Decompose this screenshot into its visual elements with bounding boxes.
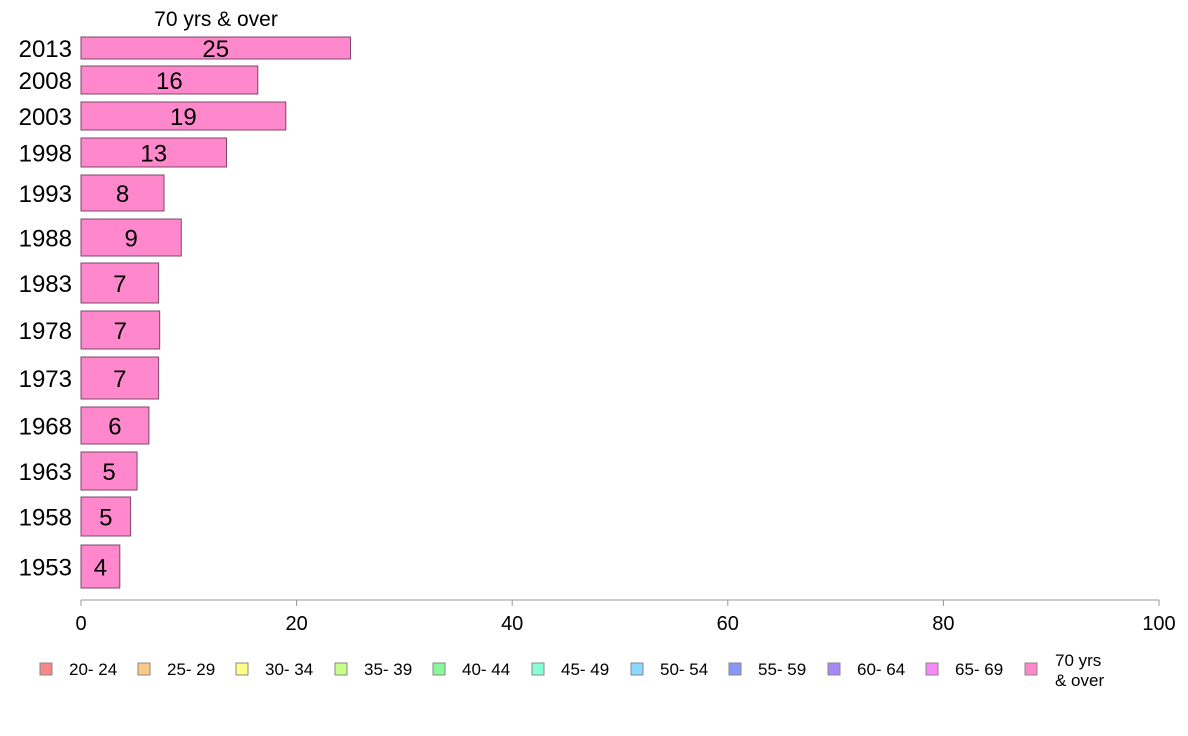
- bar: [80, 310, 161, 350]
- x-axis: 0 20 40 60 80 100: [75, 599, 1176, 635]
- legend-swatch: [630, 662, 644, 676]
- bar-value-label: 5: [99, 505, 112, 532]
- y-tick-label: 1953: [19, 555, 72, 582]
- bar-value-label: 4: [94, 555, 107, 582]
- bar: [80, 451, 138, 491]
- x-tick-label: 0: [75, 613, 86, 635]
- x-tick-label: 40: [501, 613, 523, 635]
- legend-swatch: [925, 662, 939, 676]
- bars-group: 2013 25 2008 16 2003 19 1998 13 1993 8 1988 9 1983 7 1…: [19, 36, 351, 589]
- bar-value-label: 25: [202, 36, 229, 63]
- bar: [80, 218, 182, 257]
- legend: 20- 24 25- 29 30- 34 35- 39 40- 44 45- 49 50- …: [39, 651, 1104, 690]
- legend-label: 50- 54: [660, 660, 708, 679]
- legend-label: 20- 24: [69, 660, 117, 679]
- legend-label: 65- 69: [955, 660, 1003, 679]
- bar-value-label: 5: [102, 459, 115, 486]
- bar: [80, 406, 150, 445]
- legend-swatch: [137, 662, 151, 676]
- legend-swatch: [334, 662, 348, 676]
- bar: [80, 544, 121, 589]
- legend-swatch: [728, 662, 742, 676]
- bar: [80, 174, 165, 212]
- legend-label: 30- 34: [265, 660, 313, 679]
- bar-value-label: 19: [170, 104, 197, 131]
- legend-swatch: [1024, 662, 1038, 676]
- bar-value-label: 8: [116, 181, 129, 208]
- bar-value-label: 7: [113, 366, 126, 393]
- bar-value-label: 9: [124, 226, 137, 253]
- bar: [80, 137, 228, 168]
- bar-value-label: 7: [114, 318, 127, 345]
- x-tick-label: 20: [285, 613, 307, 635]
- y-tick-label: 1993: [19, 181, 72, 208]
- bar: [80, 101, 287, 131]
- legend-swatch: [531, 662, 545, 676]
- legend-label: 40- 44: [462, 660, 510, 679]
- bar: [80, 262, 160, 304]
- y-tick-label: 1978: [19, 318, 72, 345]
- y-tick-label: 1988: [19, 226, 72, 253]
- bar-value-label: 13: [140, 141, 167, 168]
- y-tick-label: 1983: [19, 271, 72, 298]
- legend-label: 35- 39: [364, 660, 412, 679]
- x-tick-label: 100: [1142, 613, 1175, 635]
- legend-label: 70 yrs: [1055, 651, 1101, 670]
- x-tick-label: 60: [717, 613, 739, 635]
- bar-value-label: 7: [113, 271, 126, 298]
- chart-title: 70 yrs & over: [154, 8, 278, 31]
- legend-label: & over: [1055, 671, 1104, 690]
- y-tick-label: 1968: [19, 414, 72, 441]
- bar: [80, 356, 160, 400]
- y-tick-label: 2003: [19, 104, 72, 131]
- x-tick-label: 80: [932, 613, 954, 635]
- bar-value-label: 6: [108, 414, 121, 441]
- y-tick-label: 2008: [19, 68, 72, 95]
- legend-label: 55- 59: [758, 660, 806, 679]
- bar-value-label: 16: [156, 68, 183, 95]
- legend-label: 60- 64: [857, 660, 905, 679]
- y-tick-label: 2013: [19, 36, 72, 63]
- bar: [80, 36, 351, 60]
- bar: [80, 65, 259, 95]
- y-tick-label: 1998: [19, 141, 72, 168]
- legend-swatch: [39, 662, 53, 676]
- y-tick-label: 1973: [19, 366, 72, 393]
- legend-swatch: [235, 662, 249, 676]
- legend-label: 25- 29: [167, 660, 215, 679]
- y-tick-label: 1963: [19, 459, 72, 486]
- legend-swatch: [432, 662, 446, 676]
- legend-swatch: [827, 662, 841, 676]
- bar: [80, 496, 132, 537]
- y-tick-label: 1958: [19, 505, 72, 532]
- legend-label: 45- 49: [561, 660, 609, 679]
